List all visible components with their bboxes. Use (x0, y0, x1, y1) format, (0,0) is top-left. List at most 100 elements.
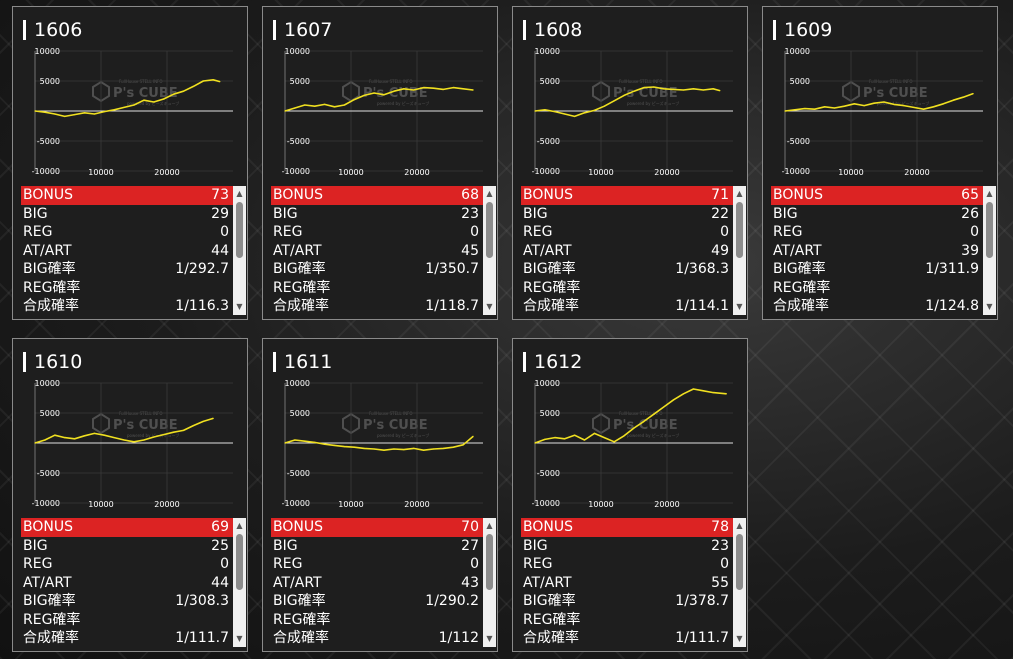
scroll-up-arrow-icon[interactable]: ▲ (486, 521, 493, 530)
payout-data-point (403, 88, 405, 90)
stat-label: BIG確率 (773, 261, 826, 277)
scroll-down-arrow-icon[interactable]: ▼ (986, 302, 993, 311)
stat-value: 73 (211, 187, 229, 203)
watermark-logo: P's CUBE FullHouse STELL INFO powered by ピ… (92, 411, 179, 438)
stat-row-bonus: BONUS 71 (521, 186, 733, 205)
watermark-brand: P's CUBE (863, 86, 928, 101)
scroll-up-arrow-icon[interactable]: ▲ (986, 189, 993, 198)
y-tick-label: 5000 (540, 409, 560, 418)
stat-row-bonus: BONUS 78 (521, 518, 733, 537)
stat-label: AT/ART (523, 574, 572, 591)
stat-value: 70 (461, 519, 479, 535)
stat-row-big-prob: BIG確率 1/368.3 (521, 260, 733, 279)
stats-scrollbar[interactable]: ▲ ▼ (733, 518, 746, 647)
y-tick-label: -10000 (32, 499, 60, 508)
stat-label: BONUS (523, 187, 573, 203)
stat-label: REG確率 (523, 611, 581, 628)
payout-data-point (363, 447, 365, 449)
y-tick-label: 5000 (540, 77, 560, 86)
watermark-caption-top: FullHouse STELL INFO (369, 411, 413, 416)
stat-value: 1/124.8 (925, 298, 979, 314)
payout-data-point (725, 393, 727, 395)
stats-scrollbar[interactable]: ▲ ▼ (983, 186, 996, 315)
chart-svg: P's CUBE FullHouse STELL INFO powered by ピ… (532, 379, 733, 509)
payout-data-point (692, 388, 694, 390)
payout-data-point (462, 444, 464, 446)
scroll-up-arrow-icon[interactable]: ▲ (486, 189, 493, 198)
stat-label: BONUS (273, 519, 323, 535)
payout-data-point (472, 89, 474, 91)
scroll-up-arrow-icon[interactable]: ▲ (736, 189, 743, 198)
stats-scrollbar[interactable]: ▲ ▼ (483, 186, 496, 315)
scroll-up-arrow-icon[interactable]: ▲ (736, 521, 743, 530)
watermark-brand: P's CUBE (363, 418, 428, 433)
machine-card[interactable]: 1612 P's CUBE FullHouse STELL INFO powered… (512, 338, 748, 652)
card-header: 1607 (273, 19, 332, 41)
scroll-up-arrow-icon[interactable]: ▲ (236, 521, 243, 530)
scroll-thumb[interactable] (736, 202, 743, 258)
stat-value: 1/290.2 (425, 593, 479, 609)
machine-number: 1612 (534, 351, 583, 373)
payout-data-point (962, 96, 964, 98)
watermark-caption-bottom: powered by ピーズキューブ (127, 432, 179, 438)
watermark-logo: P's CUBE FullHouse STELL INFO powered by ピ… (592, 79, 679, 106)
stat-label: REG (523, 224, 553, 240)
stats-scrollbar[interactable]: ▲ ▼ (233, 518, 246, 647)
scroll-thumb[interactable] (486, 534, 493, 590)
payout-series-line (34, 78, 221, 118)
stats-scrollbar[interactable]: ▲ ▼ (483, 518, 496, 647)
stat-label: BIG (523, 205, 548, 222)
payout-data-point (219, 81, 221, 83)
machine-card[interactable]: 1611 P's CUBE FullHouse STELL INFO powered… (262, 338, 498, 652)
scroll-thumb[interactable] (986, 202, 993, 258)
scroll-down-arrow-icon[interactable]: ▼ (736, 302, 743, 311)
stat-row-big-prob: BIG確率 1/350.7 (271, 260, 483, 279)
stat-row-bonus: BONUS 70 (271, 518, 483, 537)
scroll-down-arrow-icon[interactable]: ▼ (486, 302, 493, 311)
y-tick-label: -5000 (787, 137, 810, 146)
scroll-down-arrow-icon[interactable]: ▼ (486, 634, 493, 643)
payout-data-point (192, 85, 194, 87)
payout-data-point (702, 89, 704, 91)
stat-row-reg-prob: REG確率 (271, 611, 483, 630)
machine-card[interactable]: 1607 P's CUBE FullHouse STELL INFO powered… (262, 6, 498, 320)
scroll-down-arrow-icon[interactable]: ▼ (736, 634, 743, 643)
payout-data-point (574, 115, 576, 117)
payout-data-point (442, 447, 444, 449)
machine-card[interactable]: 1608 P's CUBE FullHouse STELL INFO powered… (512, 6, 748, 320)
scroll-up-arrow-icon[interactable]: ▲ (236, 189, 243, 198)
stat-row-reg-prob: REG確率 (771, 279, 983, 298)
stat-row-reg: REG 0 (21, 555, 233, 574)
watermark-logo: P's CUBE FullHouse STELL INFO powered by ピ… (92, 79, 179, 106)
scroll-thumb[interactable] (236, 202, 243, 258)
machine-card[interactable]: 1606 P's CUBE FullHouse STELL INFO powered… (12, 6, 248, 320)
payout-data-point (163, 434, 165, 436)
scroll-down-arrow-icon[interactable]: ▼ (236, 634, 243, 643)
y-tick-label: -10000 (782, 167, 810, 176)
machine-card[interactable]: 1610 P's CUBE FullHouse STELL INFO powered… (12, 338, 248, 652)
stat-label: BIG (273, 537, 298, 554)
card-header: 1611 (273, 351, 332, 373)
payout-data-point (413, 447, 415, 449)
scroll-thumb[interactable] (236, 534, 243, 590)
payout-data-point (54, 434, 56, 436)
machine-card[interactable]: 1609 P's CUBE FullHouse STELL INFO powered… (762, 6, 998, 320)
payout-data-point (123, 439, 125, 441)
payout-data-point (593, 432, 595, 434)
stat-label: BIG (273, 205, 298, 222)
payout-data-point (613, 441, 615, 443)
scroll-thumb[interactable] (486, 202, 493, 258)
stat-row-atart: AT/ART 39 (771, 242, 983, 261)
payout-data-point (432, 87, 435, 89)
watermark-brand: P's CUBE (113, 86, 178, 101)
y-tick-label: 5000 (40, 77, 60, 86)
stat-value: 49 (711, 242, 729, 259)
scroll-thumb[interactable] (736, 534, 743, 590)
y-tick-label: 5000 (290, 77, 310, 86)
stats-scrollbar[interactable]: ▲ ▼ (733, 186, 746, 315)
stats-scrollbar[interactable]: ▲ ▼ (233, 186, 246, 315)
stat-value: 1/111.7 (175, 630, 229, 646)
scroll-down-arrow-icon[interactable]: ▼ (236, 302, 243, 311)
payout-data-point (942, 103, 944, 105)
watermark-caption-top: FullHouse STELL INFO (119, 411, 163, 416)
